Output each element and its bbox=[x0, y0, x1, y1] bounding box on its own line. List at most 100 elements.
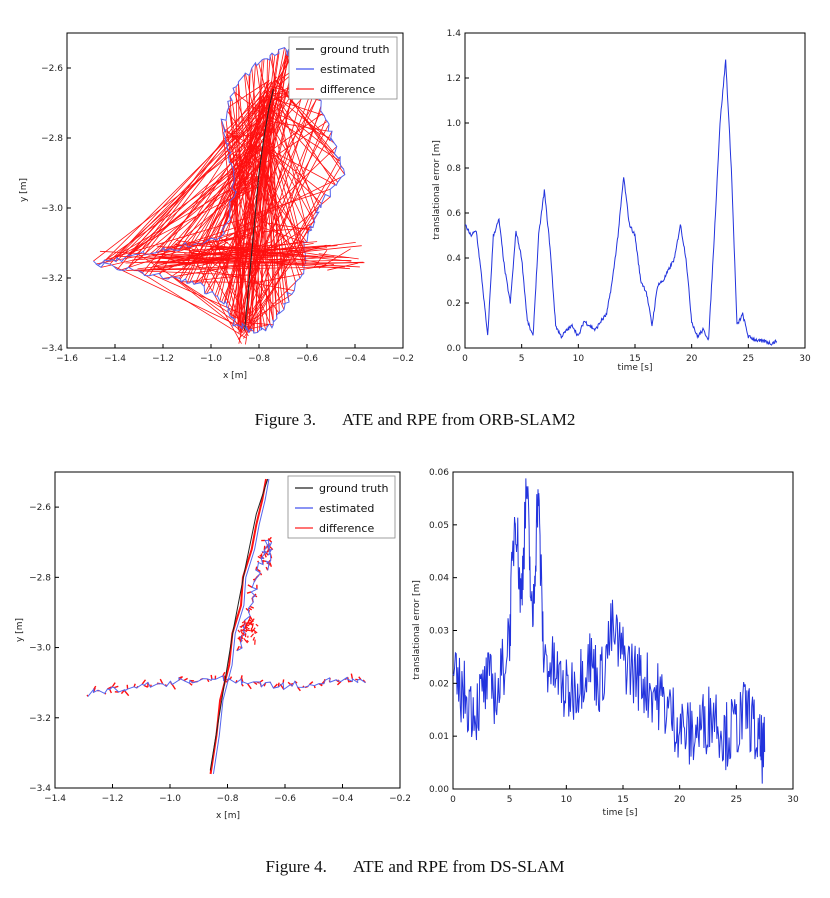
x-tick-label: 5 bbox=[507, 795, 513, 805]
difference-line bbox=[156, 245, 214, 254]
difference-line bbox=[336, 680, 342, 686]
y-ticks: −2.6 −2.8 −3.0 −3.2 −3.4 bbox=[29, 503, 59, 794]
difference-line bbox=[270, 116, 341, 162]
x-axis-label: x [m] bbox=[223, 371, 247, 381]
x-tick-label: −1.2 bbox=[102, 794, 124, 804]
y-tick-label: 0.4 bbox=[447, 254, 462, 264]
error-line bbox=[452, 478, 766, 784]
difference-line bbox=[308, 681, 314, 686]
legend: ground truth estimated difference bbox=[287, 475, 396, 539]
difference-line bbox=[314, 250, 328, 268]
y-axis-label: y [m] bbox=[19, 178, 29, 202]
x-tick-label: −0.8 bbox=[217, 794, 239, 804]
legend-difference: difference bbox=[320, 83, 375, 96]
x-tick-label: 10 bbox=[573, 354, 585, 364]
y-tick-label: 0.8 bbox=[447, 164, 462, 174]
difference-line bbox=[184, 247, 222, 269]
legend-estimated: estimated bbox=[320, 63, 375, 76]
difference-line bbox=[198, 251, 261, 267]
difference-line bbox=[265, 179, 284, 305]
difference-line bbox=[240, 630, 244, 635]
difference-line bbox=[211, 241, 318, 251]
difference-line bbox=[282, 251, 300, 256]
x-tick-label: 20 bbox=[674, 795, 686, 805]
difference-line bbox=[183, 677, 188, 682]
difference-line bbox=[246, 639, 249, 643]
x-ticks: −1.4 −1.2 −1.0 −0.8 −0.6 −0.4 −0.2 bbox=[44, 784, 411, 804]
x-tick-label: −1.0 bbox=[200, 354, 222, 364]
difference-line bbox=[249, 616, 254, 623]
difference-line bbox=[263, 96, 286, 304]
difference-line bbox=[254, 631, 256, 635]
difference-line bbox=[99, 250, 236, 260]
trajectory-marks bbox=[93, 47, 365, 345]
y-tick-label: 1.4 bbox=[447, 29, 462, 39]
difference-line bbox=[268, 258, 288, 261]
difference-line bbox=[245, 620, 250, 626]
difference-line bbox=[191, 246, 258, 251]
difference-line bbox=[274, 85, 317, 213]
estimated-trajectory bbox=[236, 539, 273, 652]
difference-line bbox=[173, 276, 244, 329]
difference-line bbox=[265, 142, 309, 232]
difference-line bbox=[249, 605, 255, 609]
y-tick-label: −2.8 bbox=[29, 573, 51, 583]
x-tick-label: 10 bbox=[561, 795, 573, 805]
difference-line bbox=[250, 179, 264, 329]
y-tick-label: −3.0 bbox=[41, 204, 63, 214]
x-tick-label: −0.6 bbox=[296, 354, 318, 364]
x-tick-label: −1.2 bbox=[152, 354, 174, 364]
difference-line bbox=[242, 632, 245, 636]
difference-line bbox=[246, 629, 251, 632]
x-tick-label: 30 bbox=[787, 795, 799, 805]
difference-line bbox=[157, 242, 314, 270]
y-axis-label: y [m] bbox=[15, 618, 25, 642]
x-ticks: 0 5 10 15 20 25 30 bbox=[450, 785, 799, 805]
difference-line bbox=[159, 678, 164, 685]
difference-line bbox=[261, 227, 314, 233]
difference-line bbox=[190, 253, 349, 259]
difference-line bbox=[175, 243, 209, 255]
difference-line bbox=[252, 636, 256, 641]
difference-line bbox=[269, 562, 273, 568]
x-tick-label: −0.4 bbox=[332, 794, 354, 804]
difference-line bbox=[268, 149, 305, 265]
difference-line bbox=[297, 686, 301, 692]
error-series bbox=[464, 59, 778, 346]
difference-line bbox=[278, 85, 339, 159]
y-tick-label: −3.0 bbox=[29, 644, 51, 654]
difference-line bbox=[243, 637, 249, 644]
difference-line bbox=[276, 96, 336, 185]
y-tick-label: −2.8 bbox=[41, 134, 63, 144]
difference-line bbox=[203, 241, 272, 266]
estimated-trajectory bbox=[93, 47, 346, 334]
x-tick-label: −0.6 bbox=[274, 794, 296, 804]
fig4-rpe-plot: 0 5 10 15 20 25 30 0.000.010.020.030.040.050.0… bbox=[412, 468, 799, 818]
x-tick-label: −0.2 bbox=[389, 794, 411, 804]
difference-line bbox=[178, 240, 305, 266]
difference-line bbox=[264, 553, 267, 558]
difference-line bbox=[252, 629, 258, 634]
error-series bbox=[452, 478, 766, 784]
estimated-trajectory bbox=[212, 478, 270, 775]
difference-line bbox=[240, 624, 244, 629]
y-tick-label: 0.06 bbox=[429, 468, 449, 478]
caption-number: Figure 3. bbox=[254, 410, 317, 429]
difference-line bbox=[247, 123, 330, 276]
difference-line bbox=[244, 74, 255, 176]
x-tick-label: 25 bbox=[731, 795, 742, 805]
x-tick-label: −1.6 bbox=[56, 354, 78, 364]
x-tick-label: 5 bbox=[519, 354, 525, 364]
difference-line bbox=[188, 247, 190, 263]
difference-line bbox=[109, 689, 113, 694]
difference-line bbox=[251, 623, 254, 629]
difference-line bbox=[116, 255, 192, 261]
difference-line bbox=[126, 261, 364, 271]
difference-line bbox=[272, 683, 278, 689]
difference-line bbox=[244, 629, 248, 633]
estimated-trajectory bbox=[87, 675, 366, 697]
difference-line bbox=[258, 63, 268, 97]
caption-text: ATE and RPE from DS-SLAM bbox=[352, 857, 565, 876]
difference-line bbox=[263, 143, 271, 325]
x-ticks: 0 5 10 15 20 25 30 bbox=[462, 344, 811, 364]
